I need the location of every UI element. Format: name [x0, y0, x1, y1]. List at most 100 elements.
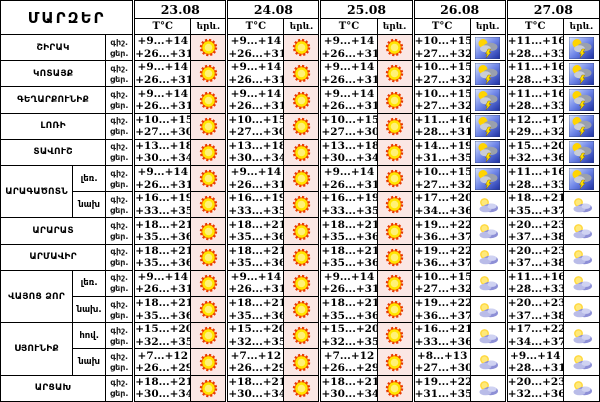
day-temp: +33...+36	[414, 335, 471, 348]
night-temp: +12...+17	[507, 113, 564, 126]
day-temp: +26...+31	[135, 47, 191, 60]
day-temp: +37...+38	[507, 309, 564, 322]
day-temp: +27...+32	[414, 178, 471, 191]
day-temp: +32...+35	[321, 335, 378, 348]
temp-cell: +13...+18 +30...+34	[132, 138, 192, 167]
table-row: ԱՐԱՐԱՏ գիշ. ցեր. +18...+21 +35...+36 +18...+2…	[0, 217, 600, 245]
thunderstorm-icon	[568, 141, 594, 164]
night-temp: +7...+12	[137, 349, 188, 362]
day-temp: +26...+29	[135, 362, 191, 375]
weather-icon-cell	[376, 243, 414, 271]
sun-icon	[199, 379, 218, 398]
region-name: ՍՅՈՒՆԻՔ	[0, 322, 74, 376]
sun-icon	[199, 169, 218, 188]
zone-label: լեռ.	[72, 165, 107, 193]
region-name: ԿՈՏԱՅՔ	[0, 60, 107, 88]
sun-cloud-icon	[573, 328, 592, 344]
sun-cloud-icon	[573, 381, 592, 396]
night-temp: +15...+20	[507, 139, 564, 152]
zone-label: հով.	[72, 322, 107, 350]
time-of-day-labels: գիշ. ցեր.	[105, 374, 135, 402]
temp-cell: +10...+15 +27...+30	[318, 112, 378, 140]
day-label: ցեր.	[109, 336, 129, 346]
night-temp: +18...+21	[228, 244, 284, 257]
day-temp: +28...+31	[414, 126, 471, 139]
night-label: գիշ.	[110, 247, 129, 257]
sun-cloud-icon	[479, 224, 499, 239]
sun-cloud-icon	[479, 276, 499, 291]
day-temp: +37...+38	[507, 257, 564, 270]
night-temp: +18...+21	[135, 218, 191, 231]
time-of-day-labels: գիշ. ցեր.	[105, 138, 135, 167]
weather-icon-cell	[376, 374, 414, 402]
weather-icon-cell	[469, 191, 507, 219]
temp-col-header: T°C	[504, 18, 564, 35]
temp-col-header: T°C	[411, 18, 471, 35]
region-name: ԱՐԱԳԱԾՈՏՆ	[0, 165, 74, 219]
night-temp: +9...+14	[230, 61, 282, 74]
day-temp: +34...+37	[507, 335, 564, 348]
day-temp: +27...+32	[414, 100, 471, 112]
weather-icon-cell	[190, 374, 228, 402]
night-temp: +9...+14	[230, 270, 282, 283]
weather-icon-cell	[190, 243, 228, 271]
temp-cell: +17...+20 +34...+36	[411, 191, 471, 219]
sun-icon	[292, 169, 311, 188]
temp-cell: +18...+21 +35...+37	[504, 191, 564, 219]
night-temp: +9...+14	[323, 61, 375, 74]
weather-icon-cell	[562, 138, 600, 167]
temp-cell: +9...+14 +26...+31	[318, 60, 378, 88]
day-label: ցեր.	[109, 310, 129, 320]
day-temp: +30...+34	[228, 388, 284, 401]
night-temp: +11...+16	[414, 113, 471, 126]
temp-cell: +8...+13 +27...+30	[411, 348, 471, 376]
sun-icon	[199, 353, 218, 371]
temp-cell: +19...+22 +31...+35	[411, 374, 471, 402]
table-row: նախ գիշ. ցեր. +7...+12 +26...+29 +7...+12 +26.…	[1, 348, 600, 376]
temp-cell: +16...+21 +33...+36	[411, 322, 471, 350]
temp-cell: +9...+14 +26...+31	[132, 86, 192, 114]
night-temp: +18...+21	[321, 218, 378, 231]
night-temp: +19...+22	[414, 244, 471, 257]
weather-icon-cell	[283, 33, 321, 62]
night-temp: +18...+21	[135, 244, 191, 257]
night-temp: +15...+20	[135, 323, 191, 336]
weather-icon-cell	[283, 374, 321, 402]
night-label: գիշ.	[110, 299, 129, 309]
day-temp: +30...+34	[228, 152, 284, 165]
temp-cell: +19...+22 +36...+37	[411, 243, 471, 271]
night-temp: +18...+21	[321, 375, 378, 388]
day-temp: +28...+33	[507, 100, 564, 112]
night-temp: +11...+16	[507, 35, 564, 48]
temp-cell: +10...+15 +27...+30	[132, 112, 192, 140]
day-temp: +27...+30	[414, 362, 471, 375]
day-temp: +27...+32	[414, 47, 471, 60]
icon-col-header: երև.	[469, 18, 507, 35]
weather-icon-cell	[283, 243, 321, 271]
time-of-day-labels: գիշ. ցեր.	[105, 269, 135, 298]
weather-icon-cell	[376, 217, 414, 245]
weather-icon-cell	[190, 60, 228, 88]
time-of-day-labels: գիշ. ցեր.	[105, 60, 135, 88]
thunderstorm-icon	[475, 115, 501, 138]
night-label: գիշ.	[110, 194, 129, 204]
night-temp: +9...+14	[137, 61, 188, 74]
temp-cell: +18...+21 +30...+34	[132, 374, 192, 402]
night-temp: +18...+21	[135, 375, 191, 388]
day-temp: +27...+30	[135, 126, 191, 139]
day-temp: +26...+31	[135, 178, 191, 191]
weather-icon-cell	[469, 138, 507, 167]
table-row: ԱՐՑԱԽ գիշ. ցեր. +18...+21 +30...+34 +18...+21…	[0, 374, 600, 402]
temp-cell: +20...+23 +37...+38	[504, 243, 564, 271]
night-label: գիշ.	[110, 325, 129, 335]
night-label: գիշ.	[110, 273, 129, 283]
time-of-day-labels: գիշ. ցեր.	[105, 348, 135, 376]
temp-cell: +10...+15 +27...+30	[225, 112, 285, 140]
night-temp: +13...+18	[228, 139, 284, 152]
temp-cell: +11...+16 +28...+31	[411, 112, 471, 140]
temp-cell: +18...+21 +35...+36	[132, 296, 192, 324]
thunderstorm-icon	[475, 36, 501, 59]
day-temp: +26...+31	[228, 178, 284, 191]
temp-cell: +18...+21 +35...+36	[225, 296, 285, 324]
temp-cell: +9...+14 +28...+31	[504, 348, 564, 376]
